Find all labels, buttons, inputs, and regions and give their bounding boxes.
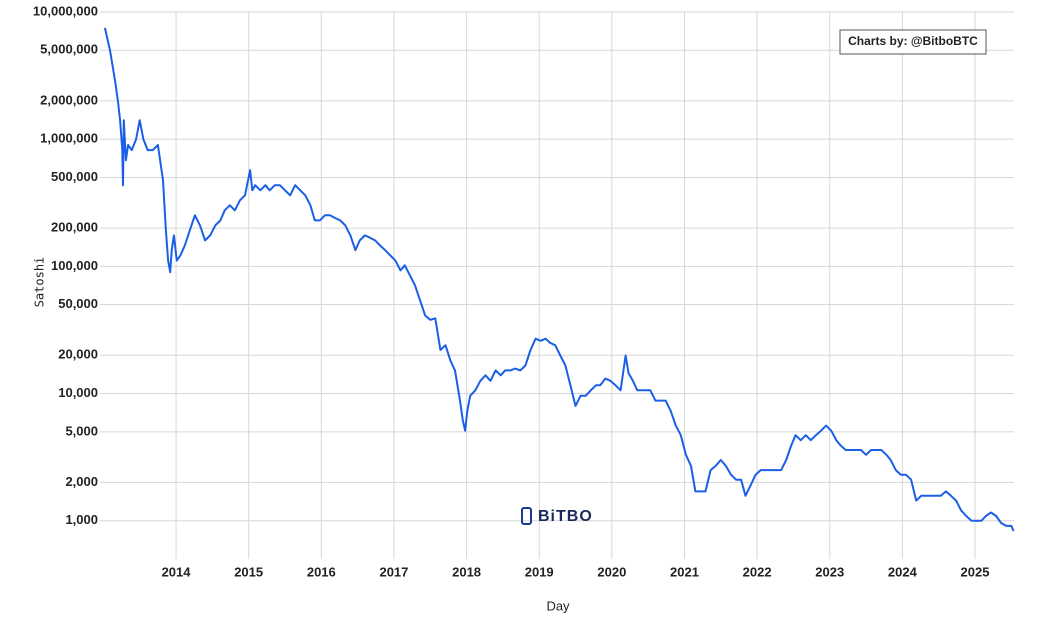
x-tick-label: 2023 [815,564,844,579]
y-tick-label: 2,000,000 [40,92,98,107]
y-tick-label: 1,000 [65,512,98,527]
y-tick-label: 10,000 [58,385,98,400]
y-tick-label: 2,000 [65,474,98,489]
x-tick-label: 2021 [670,564,699,579]
y-tick-label: 500,000 [51,169,98,184]
annotation: Charts by: @BitboBTC [848,34,978,48]
y-tick-label: 100,000 [51,258,98,273]
data-line [103,27,1015,532]
x-tick-label: 2022 [743,564,772,579]
x-axis-label: Day [546,598,570,613]
y-axis-label: Satoshi [33,257,47,308]
x-tick-label: 2015 [234,564,263,579]
y-tick-label: 20,000 [58,347,98,362]
x-tick-label: 2025 [961,564,990,579]
y-tick-label: 1,000,000 [40,131,98,146]
y-tick-label: 5,000 [65,423,98,438]
annotation-box [839,29,987,55]
x-tick-label: 2019 [525,564,554,579]
watermark-logo [521,507,532,525]
x-tick-label: 2014 [162,564,192,579]
y-tick-label: 5,000,000 [40,42,98,57]
x-tick-label: 2018 [452,564,481,579]
x-tick-label: 2020 [597,564,626,579]
x-tick-label: 2016 [307,564,336,579]
y-tick-label: 50,000 [58,296,98,311]
y-tick-label: 200,000 [51,220,98,235]
x-tick-label: 2024 [888,564,918,579]
watermark: BiTBO [538,508,593,525]
grid [100,11,1014,559]
y-tick-label: 10,000,000 [33,3,98,18]
x-tick-label: 2017 [379,564,408,579]
